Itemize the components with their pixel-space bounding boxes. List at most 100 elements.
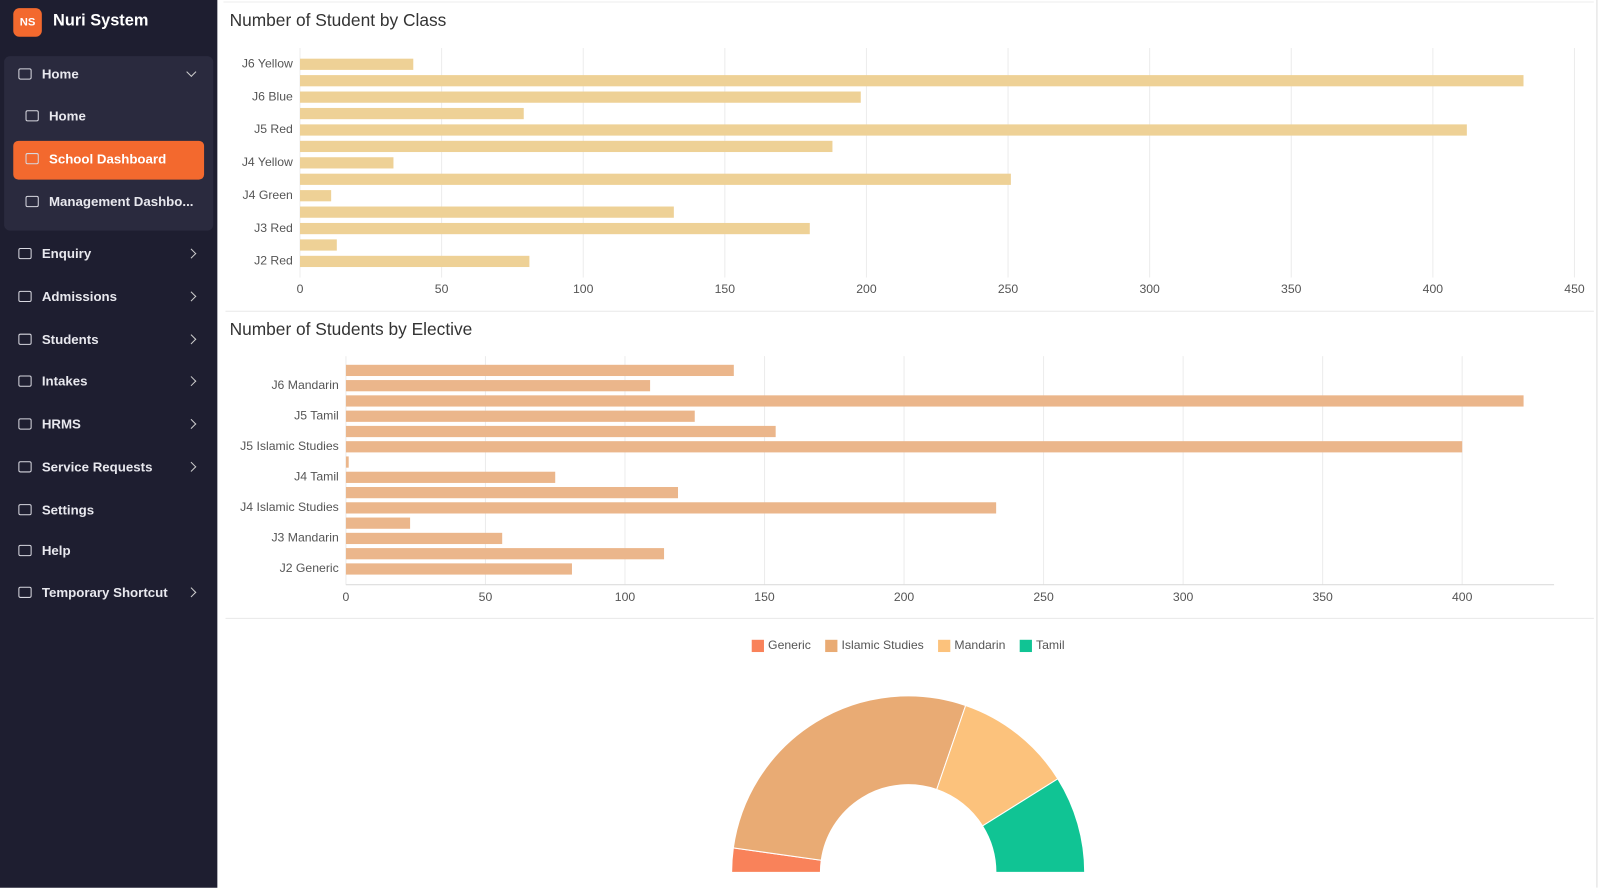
- bar: [299, 107, 524, 120]
- icon: [18, 67, 32, 80]
- menu-label: Admissions: [41, 288, 118, 304]
- y-tick-label: J5 Tamil: [294, 408, 339, 422]
- menu-label: Temporary Shortcut: [41, 584, 168, 600]
- y-tick-label: J2 Red: [254, 254, 293, 268]
- x-tick-label: 250: [998, 282, 1019, 296]
- menu-item[interactable]: Temporary Shortcut: [18, 582, 168, 602]
- x-tick-label: 350: [1281, 282, 1302, 296]
- bar: [345, 395, 1524, 407]
- x-tick-label: 300: [1173, 590, 1194, 604]
- x-tick-label: 50: [479, 590, 493, 604]
- bar: [299, 157, 394, 169]
- chart-title: Number of Student by Class: [230, 10, 447, 30]
- menu-item[interactable]: Settings: [18, 499, 94, 519]
- y-tick-label: J6 Blue: [252, 89, 293, 103]
- y-tick-label: J4 Islamic Studies: [240, 500, 339, 514]
- y-tick-label: J2 Generic: [280, 561, 339, 575]
- bar: [299, 239, 337, 251]
- chart-title: Number of Students by Elective: [230, 319, 473, 339]
- y-tick-label: J5 Red: [254, 122, 293, 136]
- legend-label: Generic: [768, 638, 811, 652]
- x-tick-label: 400: [1452, 590, 1473, 604]
- bar: [345, 471, 556, 483]
- menu-label: Intakes: [41, 372, 88, 389]
- bar: [345, 410, 695, 422]
- donut-slice: [732, 695, 967, 861]
- menu-item[interactable]: Intakes: [18, 370, 88, 390]
- donut-slice: [981, 778, 1086, 873]
- y-tick-label: J6 Yellow: [242, 57, 293, 71]
- menu-label: Home: [41, 65, 79, 82]
- active-highlight: [13, 140, 205, 180]
- menu-item[interactable]: School Dashboard: [25, 148, 167, 168]
- bar: [299, 75, 1524, 87]
- chevron: [186, 418, 197, 430]
- x-tick-label: 400: [1423, 282, 1444, 296]
- menu-item[interactable]: Help: [18, 540, 71, 560]
- bar: [345, 548, 665, 560]
- bar: [299, 58, 414, 70]
- bar: [345, 486, 679, 499]
- bar: [299, 255, 530, 268]
- y-tick-label: J4 Yellow: [242, 155, 293, 169]
- menu-label: School Dashboard: [48, 150, 167, 166]
- bar: [299, 140, 833, 153]
- x-tick-label: 150: [715, 282, 736, 296]
- bar: [299, 124, 1467, 136]
- menu-label: Service Requests: [41, 458, 153, 474]
- bar: [345, 502, 997, 514]
- y-tick-label: J6 Mandarin: [271, 378, 339, 392]
- chevron: [186, 376, 197, 387]
- x-tick-label: 0: [297, 282, 304, 296]
- bar: [299, 222, 810, 235]
- bar: [299, 173, 1011, 185]
- bar: [345, 425, 776, 438]
- chevron: [186, 587, 197, 598]
- y-tick-label: J3 Mandarin: [271, 531, 339, 545]
- legend-swatch: [825, 639, 838, 653]
- x-tick-label: 100: [573, 282, 594, 296]
- menu-label: Settings: [41, 501, 95, 517]
- menu-item[interactable]: Students: [18, 329, 99, 349]
- icon: [18, 290, 32, 302]
- legend-swatch: [938, 639, 951, 653]
- bar: [345, 456, 349, 468]
- chevron: [186, 461, 197, 472]
- menu-label: Students: [41, 331, 99, 347]
- x-tick-label: 0: [343, 590, 350, 604]
- menu-label: Home: [48, 107, 86, 123]
- menu-item[interactable]: HRMS: [18, 413, 81, 433]
- icon: [25, 195, 39, 207]
- menu-item[interactable]: Admissions: [18, 286, 117, 306]
- chevron: [186, 334, 197, 345]
- bar: [345, 380, 651, 392]
- x-tick-label: 450: [1564, 282, 1585, 296]
- bar: [299, 190, 332, 202]
- legend-swatch: [751, 639, 764, 653]
- menu-item[interactable]: Home: [18, 63, 79, 83]
- legend-label: Mandarin: [954, 638, 1005, 652]
- bar: [299, 206, 674, 218]
- menu-item[interactable]: Enquiry: [18, 243, 91, 263]
- legend-swatch: [1019, 639, 1032, 653]
- menu-item[interactable]: Service Requests: [18, 456, 152, 476]
- x-tick-label: 350: [1312, 590, 1333, 604]
- bar: [345, 441, 1463, 453]
- x-tick-label: 300: [1139, 282, 1160, 296]
- logo: NS: [13, 8, 42, 37]
- legend-label: Islamic Studies: [842, 638, 924, 652]
- x-tick-label: 200: [894, 590, 915, 604]
- menu-item[interactable]: Home: [25, 105, 86, 125]
- menu-item[interactable]: Management Dashbo...: [25, 191, 193, 211]
- menu-label: Enquiry: [41, 245, 92, 261]
- icon: [25, 109, 39, 121]
- x-tick-label: 50: [435, 282, 449, 296]
- bar: [345, 532, 503, 545]
- y-tick-label: J4 Tamil: [294, 470, 339, 484]
- y-tick-label: J3 Red: [254, 221, 293, 235]
- y-tick-label: J4 Green: [243, 188, 294, 202]
- x-tick-label: 200: [856, 282, 877, 296]
